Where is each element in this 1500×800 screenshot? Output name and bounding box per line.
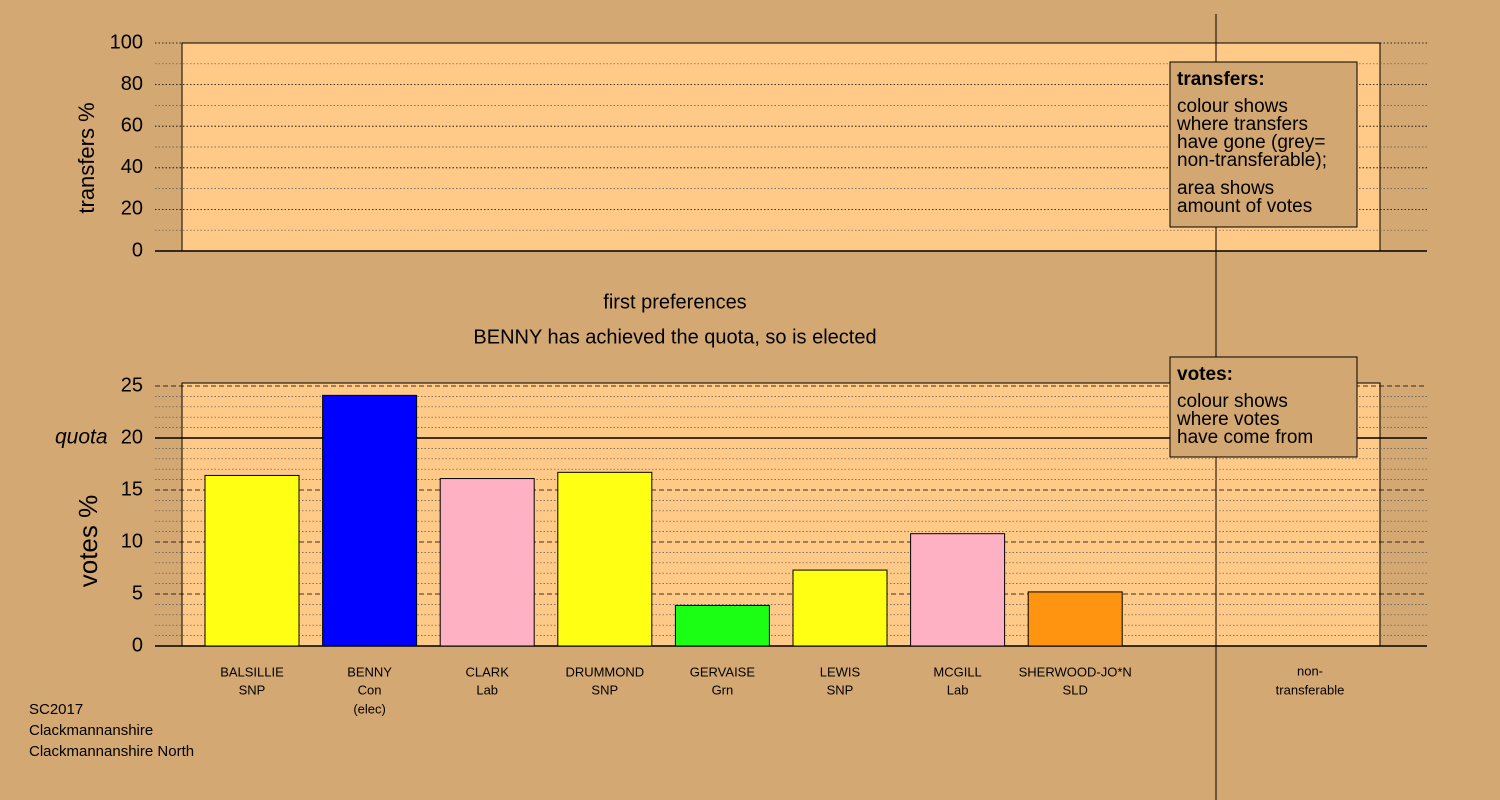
note-box bbox=[1169, 61, 1358, 228]
footer-text: Clackmannanshire North bbox=[29, 743, 194, 760]
y-tick-label: 25 bbox=[121, 374, 143, 396]
party-label: Lab bbox=[947, 682, 969, 697]
y-tick-label: 0 bbox=[132, 634, 143, 656]
y-tick-label: 0 bbox=[132, 239, 143, 261]
x-tick-label: DRUMMOND bbox=[565, 664, 644, 679]
bar bbox=[322, 394, 418, 647]
note-text: colour shows bbox=[1177, 96, 1288, 117]
chart-subtitle: BENNY has achieved the quota, so is elec… bbox=[473, 326, 876, 348]
note-text: area shows bbox=[1177, 178, 1274, 199]
y-tick-label: 5 bbox=[132, 582, 143, 604]
y-axis-label: transfers % bbox=[74, 102, 99, 213]
bar bbox=[439, 478, 535, 647]
x-tick-label: CLARK bbox=[466, 664, 510, 679]
note-text: have come from bbox=[1177, 427, 1313, 448]
y-axis-label: votes % bbox=[73, 495, 103, 588]
party-label: Con bbox=[358, 682, 382, 697]
y-tick-label: 15 bbox=[121, 478, 143, 500]
x-tick-label: BENNY bbox=[347, 664, 392, 679]
bar bbox=[1027, 591, 1123, 647]
x-tick-label: LEWIS bbox=[820, 664, 861, 679]
footer-text: Clackmannanshire bbox=[29, 722, 153, 739]
y-tick-label: 10 bbox=[121, 530, 143, 552]
party-label: Grn bbox=[712, 682, 734, 697]
note-text: where transfers bbox=[1176, 114, 1308, 135]
bar bbox=[674, 604, 770, 647]
bar bbox=[557, 471, 653, 647]
note-title: transfers: bbox=[1177, 69, 1265, 90]
bar bbox=[792, 569, 888, 647]
footer-text: SC2017 bbox=[29, 701, 83, 718]
y-tick-label: 20 bbox=[121, 426, 143, 448]
bar bbox=[910, 533, 1006, 647]
party-label: SNP bbox=[239, 682, 266, 697]
x-tick-label: transferable bbox=[1276, 682, 1345, 697]
y-tick-label: 40 bbox=[121, 156, 143, 178]
party-label: Lab bbox=[476, 682, 498, 697]
bar bbox=[204, 474, 300, 647]
party-label: SLD bbox=[1063, 682, 1088, 697]
y-tick-label: 60 bbox=[121, 114, 143, 136]
note-text: amount of votes bbox=[1177, 196, 1312, 217]
y-tick-label: 20 bbox=[121, 198, 143, 220]
note-title: votes: bbox=[1177, 364, 1233, 385]
y-tick-label: 100 bbox=[110, 31, 143, 53]
note-box bbox=[1169, 356, 1358, 458]
note-text: where votes bbox=[1176, 409, 1279, 430]
x-tick-label: SHERWOOD-JO*N bbox=[1019, 664, 1132, 679]
note-text: non-transferable); bbox=[1177, 150, 1327, 171]
note-label: (elec) bbox=[353, 701, 386, 716]
quota-label: quota bbox=[55, 426, 108, 449]
x-tick-label: non- bbox=[1297, 663, 1323, 678]
x-tick-label: BALSILLIE bbox=[220, 664, 284, 679]
y-tick-label: 80 bbox=[121, 73, 143, 95]
party-label: SNP bbox=[827, 682, 854, 697]
x-tick-label: MCGILL bbox=[933, 664, 981, 679]
party-label: SNP bbox=[591, 682, 618, 697]
note-text: have gone (grey= bbox=[1177, 132, 1325, 153]
x-tick-label: GERVAISE bbox=[690, 664, 756, 679]
note-text: colour shows bbox=[1177, 391, 1288, 412]
chart-title: first preferences bbox=[603, 291, 746, 313]
